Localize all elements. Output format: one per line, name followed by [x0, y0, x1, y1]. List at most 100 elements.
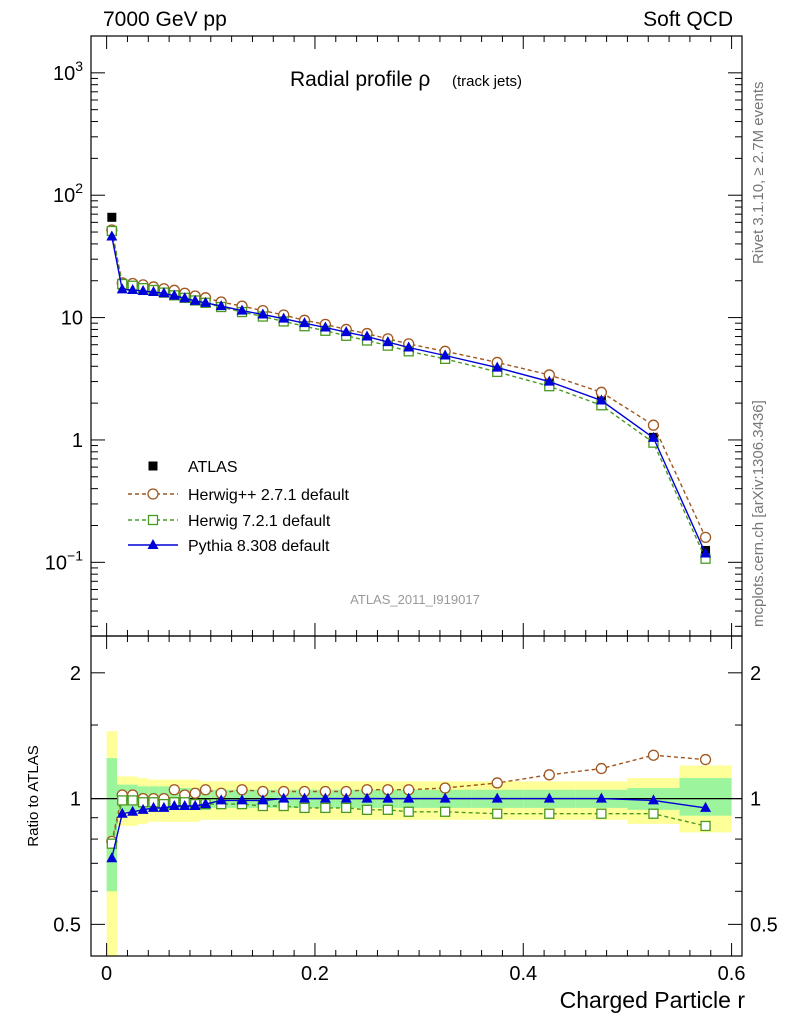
ratio-pythia-8-308-default-point [158, 801, 170, 812]
main-herwig-7-2-1-default-line [111, 230, 707, 559]
ratio-herwig-7-2-1-default-point [278, 800, 289, 812]
ratio-herwig-7-2-1-default-point [361, 804, 373, 815]
main-y-tick-label: 102 [53, 180, 83, 207]
main-atlas-point [107, 212, 117, 222]
legend: ATLAS Herwig++ 2.7.1 default Herwig 7.2.1 … [128, 459, 350, 555]
ratio-y-tick-label-left: 1 [70, 789, 81, 811]
ratio-pythia-8-308-default-point [215, 794, 227, 805]
main-pythia-8-308-default-point [127, 284, 139, 295]
ratio-pythia-8-308-default-point [189, 800, 201, 811]
ratio-herwig-2-7-1-default-point [595, 762, 608, 775]
ratio-pythia-8-308-default-point [595, 792, 607, 803]
ratio-pythia-8-308-default-point [147, 801, 159, 812]
ratio-y-tick-label-right: 1 [750, 789, 761, 811]
main-plot-subtitle: (track jets) [452, 73, 522, 90]
ratio-herwig-2-7-1-default-point [168, 784, 180, 796]
main-series-layer [106, 212, 712, 564]
ratio-herwig-2-7-1-default-point [189, 787, 201, 799]
analysis-id-label: ATLAS_2011_I919017 [350, 592, 480, 607]
main-pythia-8-308-default-line [111, 236, 707, 554]
ratio-y-tick-label-right: 2 [750, 663, 761, 685]
legend-herwig-2-7-1-default-marker [147, 488, 159, 500]
main-pythia-8-308-default-point [147, 285, 159, 296]
ratio-herwig-7-2-1-default-point [439, 806, 451, 817]
main-y-tick-label: 10 [61, 308, 83, 330]
main-pythia-8-308-default-point [319, 321, 331, 332]
ratio-pythia-8-308-default-point [278, 792, 290, 803]
main-pythia-8-308-default-point [106, 230, 118, 241]
main-pythia-8-308-default-point [189, 294, 201, 305]
ratio-plot-panel: 0.5 0.5 1 1 2 2 0 0.2 0.4 0.6 Ratio to ATLAS Char… [25, 635, 778, 1013]
ratio-pythia-8-308-default-point [340, 792, 352, 803]
legend-atlas-label: ATLAS [188, 459, 238, 476]
ratio-pythia-8-308-default-point [127, 805, 139, 816]
ratio-pythia-8-308-default-point [137, 803, 149, 814]
ratio-pythia-8-308-default-point [106, 852, 118, 863]
main-pythia-8-308-default-point [200, 296, 212, 307]
ratio-pythia-8-308-default-point [439, 792, 451, 803]
ratio-plot-frame [90, 635, 743, 957]
ratio-herwig-2-7-1-default-line [111, 754, 706, 842]
ratio-pythia-8-308-default-point [168, 800, 180, 811]
ratio-pythia-8-308-default-point [647, 794, 659, 805]
main-y-tick-label: 103 [53, 58, 83, 85]
main-pythia-8-308-default-point [382, 336, 394, 347]
main-herwig-2-7-1-default-point [699, 531, 712, 543]
main-axes-layer: 10−1 1 10 102 103 [45, 35, 742, 636]
ratio-herwig-2-7-1-default-point [236, 784, 248, 796]
ratio-uncertainty-bands [106, 731, 732, 956]
ratio-y-tick-label-left: 2 [70, 663, 81, 685]
ratio-y-tick-label-left: 0.5 [53, 914, 81, 936]
energy-label: 7000 GeV pp [103, 8, 227, 31]
main-pythia-8-308-default-point [439, 349, 451, 360]
ratio-herwig-7-2-1-default-point [117, 795, 128, 806]
legend-pythia-8-308-default-label: Pythia 8.308 default [188, 538, 330, 555]
ratio-herwig-7-2-1-default-point [382, 804, 394, 815]
ratio-pythia-8-308-default-point [700, 801, 712, 812]
main-pythia-8-308-default-point [647, 431, 659, 442]
ratio-herwig-7-2-1-default-point [320, 802, 331, 814]
ratio-y-tick-label-right: 0.5 [750, 914, 778, 936]
main-y-tick-label: 1 [72, 430, 83, 452]
ratio-pythia-8-308-default-point [116, 807, 128, 818]
main-pythia-8-308-default-point [278, 312, 290, 323]
main-pythia-8-308-default-point [215, 300, 227, 311]
ratio-axes-layer: 0.5 0.5 1 1 2 2 0 0.2 0.4 0.6 [53, 636, 778, 985]
legend-atlas-marker [148, 461, 158, 471]
ratio-x-tick-label: 0.2 [301, 963, 329, 985]
ratio-herwig-2-7-1-default-point [491, 777, 503, 789]
x-axis-label: Charged Particle r [560, 987, 746, 1013]
rivet-version-label: Rivet 3.1.10, ≥ 2.7M events [750, 82, 767, 265]
ratio-pythia-8-308-default-point [543, 792, 555, 803]
main-pythia-8-308-default-point [179, 292, 191, 303]
main-pythia-8-308-default-point [158, 287, 170, 298]
main-pythia-8-308-default-point [543, 375, 555, 386]
ratio-stat-uncertainty-band [106, 758, 118, 892]
ratio-herwig-7-2-1-default-point [403, 806, 414, 817]
ratio-herwig-2-7-1-default-point [439, 782, 451, 794]
main-pythia-8-308-default-point [361, 330, 373, 341]
main-pythia-8-308-default-point [403, 341, 415, 352]
ratio-herwig-7-2-1-default-point [648, 808, 659, 819]
ratio-x-tick-label: 0.4 [509, 963, 537, 985]
ratio-herwig-7-2-1-default-point [492, 808, 503, 819]
ratio-herwig-7-2-1-default-point [700, 820, 711, 832]
main-pythia-8-308-default-point [257, 308, 269, 319]
ratio-pythia-8-308-default-point [299, 792, 311, 803]
ratio-herwig-7-2-1-default-point [299, 802, 310, 814]
ratio-herwig-2-7-1-default-point [199, 784, 212, 796]
ratio-pythia-8-308-default-point [257, 794, 269, 805]
legend-herwig-7-2-1-default-label: Herwig 7.2.1 default [188, 513, 331, 530]
main-pythia-8-308-default-point [491, 361, 503, 372]
main-y-tick-label: 10−1 [45, 547, 83, 574]
ratio-herwig-2-7-1-default-point [647, 749, 660, 761]
main-pythia-8-308-default-point [595, 394, 607, 405]
ratio-pythia-8-308-default-point [403, 792, 415, 803]
ratio-herwig-7-2-1-default-point [341, 802, 352, 814]
ratio-herwig-7-2-1-default-point [544, 808, 555, 819]
ratio-pythia-8-308-default-point [361, 792, 373, 803]
ratio-pythia-8-308-default-point [179, 800, 191, 811]
ratio-series-layer [106, 749, 712, 863]
legend-herwig-7-2-1-default-marker [147, 514, 159, 526]
